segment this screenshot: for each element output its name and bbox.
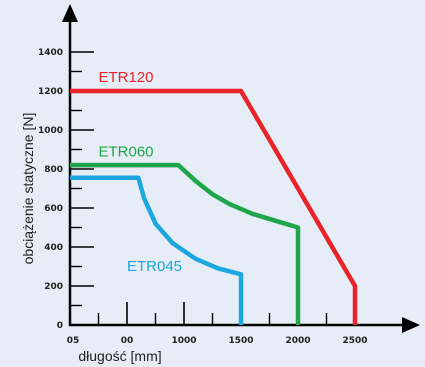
y-tick-label: 0: [57, 321, 63, 331]
y-tick-label: 1000: [38, 126, 63, 136]
x-tick-label: 1000: [171, 336, 196, 346]
series-labels: ETR120 ETR060 ETR045: [99, 69, 183, 275]
y-tick-label: 400: [44, 243, 63, 253]
x-tick-labels: 05 00 1000 1500 2000 2500: [67, 336, 368, 346]
x-tick-label: 05: [67, 336, 80, 346]
x-axis-arrow-icon: [402, 317, 420, 333]
x-axis-label: długość [mm]: [78, 348, 161, 364]
x-tick-label: 2000: [285, 336, 310, 346]
series-label-etr060: ETR060: [99, 143, 154, 160]
y-axis-arrow-icon: [62, 4, 78, 22]
y-tick-label: 1200: [38, 87, 63, 97]
series-line-etr045: [70, 175, 244, 325]
x-tick-label: 00: [121, 336, 134, 346]
y-tick-label: 200: [44, 282, 63, 292]
y-axis-label: obciążenie statyczne [N]: [20, 113, 36, 265]
series-lines: [70, 88, 358, 325]
y-tick-label: 800: [44, 165, 63, 175]
x-tick-label: 1500: [228, 336, 253, 346]
y-tick-label: 600: [44, 204, 63, 214]
y-tick-label: 1400: [38, 48, 63, 58]
series-label-etr045: ETR045: [127, 258, 182, 275]
series-label-etr120: ETR120: [99, 69, 154, 86]
y-tick-labels: 0 200 400 600 800 1000 1200 1400: [38, 48, 63, 331]
series-line-etr060: [70, 162, 301, 325]
series-line-etr120: [70, 88, 358, 325]
x-tick-label: 2500: [342, 336, 367, 346]
